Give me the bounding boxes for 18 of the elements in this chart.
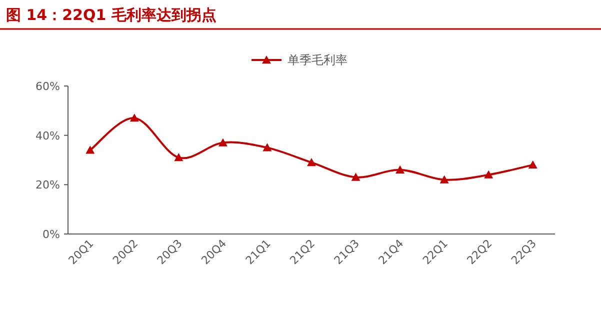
point: [351, 172, 360, 181]
point: [484, 170, 494, 178]
point: [86, 146, 95, 154]
point: [440, 175, 449, 184]
chart-title: 图 14：22Q1 毛利率达到拐点: [6, 6, 216, 24]
legend: 单季毛利率: [252, 53, 348, 67]
point: [307, 158, 316, 166]
y-tick-label: 20%: [36, 178, 60, 192]
point: [396, 165, 405, 174]
y-tick-label: 0%: [42, 228, 60, 241]
y-tick-label: 40%: [36, 129, 60, 142]
point: [528, 160, 538, 169]
point: [174, 153, 184, 162]
point: [262, 143, 272, 152]
point: [130, 114, 139, 122]
legend-label: 单季毛利率: [288, 53, 348, 67]
y-tick-label: 60%: [36, 80, 60, 93]
point: [218, 138, 228, 146]
